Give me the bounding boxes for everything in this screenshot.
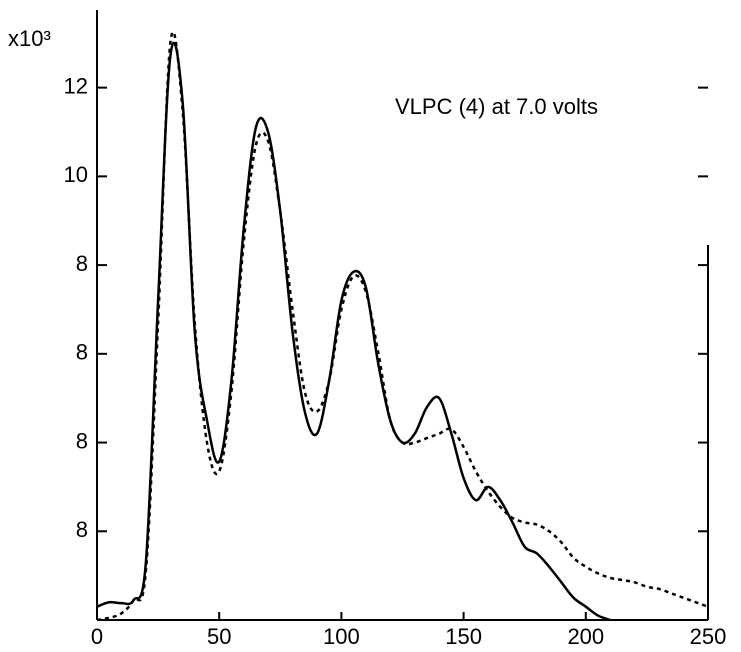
y-tick-label: 8 — [76, 428, 88, 453]
line-series — [96, 30, 709, 622]
x-tick-label: 150 — [445, 624, 482, 649]
annotation: VLPC (4) at 7.0 volts — [395, 94, 598, 119]
y-tick-label: 8 — [76, 251, 88, 276]
x-tick-label: 250 — [690, 624, 727, 649]
line-series — [96, 41, 611, 622]
y-tick-label: 8 — [76, 340, 88, 365]
x-tick-label: 0 — [91, 624, 103, 649]
y-tick-label: 10 — [64, 162, 88, 187]
y-tick-label: 12 — [64, 73, 88, 98]
x-tick-label: 200 — [567, 624, 604, 649]
y-axis-multiplier: x10³ — [8, 26, 51, 51]
x-tick-label: 50 — [207, 624, 231, 649]
x-tick-label: 100 — [323, 624, 360, 649]
y-tick-label: 8 — [76, 517, 88, 542]
